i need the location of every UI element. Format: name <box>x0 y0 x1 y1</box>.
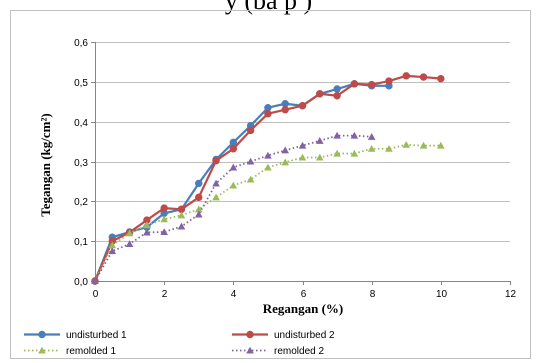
data-point-remolded-2 <box>315 136 324 144</box>
data-point-undisturbed-2 <box>264 109 272 118</box>
y-tick-label: 0,1 <box>74 237 88 248</box>
data-point-undisturbed-2 <box>385 77 393 85</box>
data-point-undisturbed-1 <box>195 179 203 188</box>
data-point-remolded-2 <box>229 163 238 171</box>
x-tick-label: 0 <box>93 289 99 300</box>
series-remolded-1 <box>91 140 445 285</box>
legend-item-remolded-2: remolded 2 <box>232 346 324 357</box>
data-point-remolded-1 <box>298 153 307 161</box>
y-tick-label: 0,3 <box>74 158 88 169</box>
data-point-remolded-1 <box>350 149 359 157</box>
data-point-undisturbed-1 <box>333 85 341 93</box>
data-point-remolded-2 <box>264 151 272 159</box>
legend-swatch-marker <box>38 330 46 339</box>
series-layer <box>91 72 445 285</box>
data-point-undisturbed-2 <box>419 73 428 81</box>
x-tick-label: 10 <box>436 289 448 300</box>
legend-swatch-marker <box>38 346 46 354</box>
data-point-undisturbed-2 <box>212 157 220 165</box>
legend-label: undisturbed 2 <box>274 330 335 341</box>
data-point-remolded-1 <box>177 211 186 219</box>
data-point-remolded-1 <box>143 221 151 229</box>
data-point-remolded-2 <box>125 240 134 247</box>
data-point-undisturbed-2 <box>316 90 324 98</box>
data-point-remolded-1 <box>385 144 393 152</box>
data-point-undisturbed-2 <box>281 106 289 114</box>
data-point-undisturbed-2 <box>160 204 168 212</box>
data-point-remolded-2 <box>298 141 307 149</box>
legend-swatch-marker <box>246 346 254 354</box>
data-point-remolded-1 <box>437 141 445 149</box>
data-point-remolded-1 <box>333 149 341 157</box>
legend-item-undisturbed-1: undisturbed 1 <box>24 330 127 341</box>
data-point-remolded-1 <box>212 193 220 201</box>
y-tick-label: 0,5 <box>74 78 88 89</box>
x-tick-label: 12 <box>505 289 517 300</box>
gridlines <box>95 42 510 242</box>
data-point-remolded-2 <box>246 157 255 165</box>
tick-labels: 0,0 0,1 0,2 0,3 0,4 0,5 0,6 0 2 4 6 8 10 12 <box>74 38 516 300</box>
series-line-remolded-2 <box>94 134 372 282</box>
data-point-remolded-1 <box>402 140 411 148</box>
data-point-remolded-2 <box>350 131 359 139</box>
data-point-remolded-2 <box>367 133 376 140</box>
data-point-remolded-1 <box>108 241 117 249</box>
data-point-remolded-1 <box>194 205 203 213</box>
legend-swatch-marker <box>246 330 254 339</box>
axes <box>91 42 511 285</box>
y-axis-title: Tegangan (kg/cm²) <box>38 113 53 216</box>
data-point-remolded-1 <box>125 229 134 237</box>
y-tick-label: 0,0 <box>74 277 88 288</box>
data-point-remolded-1 <box>281 158 290 166</box>
data-point-remolded-1 <box>419 141 428 149</box>
data-point-undisturbed-2 <box>437 74 445 83</box>
x-tick-label: 6 <box>301 289 307 300</box>
legend-label: undisturbed 1 <box>66 330 127 341</box>
data-point-remolded-2 <box>108 247 117 255</box>
data-point-remolded-2 <box>160 228 168 236</box>
data-point-remolded-1 <box>367 144 376 152</box>
chart-outer-border <box>10 10 531 359</box>
data-point-undisturbed-2 <box>350 80 359 88</box>
data-point-undisturbed-2 <box>195 193 203 202</box>
series-undisturbed-2 <box>91 72 445 285</box>
data-point-undisturbed-2 <box>402 72 410 80</box>
legend-item-remolded-1: remolded 1 <box>24 346 116 357</box>
data-point-remolded-1 <box>264 163 272 171</box>
x-axis-title: Regangan (%) <box>263 301 344 316</box>
legend-label: remolded 2 <box>274 346 324 357</box>
y-tick-label: 0,6 <box>74 38 88 49</box>
data-point-undisturbed-2 <box>229 145 238 153</box>
x-tick-label: 4 <box>231 289 237 300</box>
data-point-remolded-2 <box>177 222 186 230</box>
data-point-remolded-1 <box>315 153 324 161</box>
x-tick-label: 8 <box>370 289 376 300</box>
data-point-undisturbed-2 <box>246 126 255 135</box>
series-remolded-2 <box>91 131 376 285</box>
data-point-remolded-2 <box>194 210 203 218</box>
data-point-remolded-1 <box>160 215 168 223</box>
legend-label: remolded 1 <box>66 346 116 357</box>
y-tick-label: 0,4 <box>74 118 88 129</box>
data-point-undisturbed-2 <box>367 80 376 89</box>
data-point-remolded-2 <box>143 228 151 236</box>
data-point-remolded-2 <box>212 179 220 187</box>
legend: undisturbed 1 undisturbed 2 remolded 1 remo… <box>24 330 335 357</box>
legend-item-undisturbed-2: undisturbed 2 <box>232 330 335 341</box>
data-point-undisturbed-2 <box>333 92 341 100</box>
data-point-undisturbed-2 <box>298 102 307 110</box>
data-point-remolded-2 <box>281 146 290 154</box>
series-line-remolded-1 <box>94 143 441 282</box>
data-point-remolded-1 <box>246 175 255 183</box>
data-point-remolded-2 <box>333 131 341 139</box>
data-point-remolded-1 <box>229 181 238 189</box>
data-point-remolded-2 <box>91 277 99 285</box>
y-tick-label: 0,2 <box>74 197 88 208</box>
partial-title: y (ba p ) <box>224 0 313 15</box>
x-tick-label: 2 <box>162 289 168 300</box>
